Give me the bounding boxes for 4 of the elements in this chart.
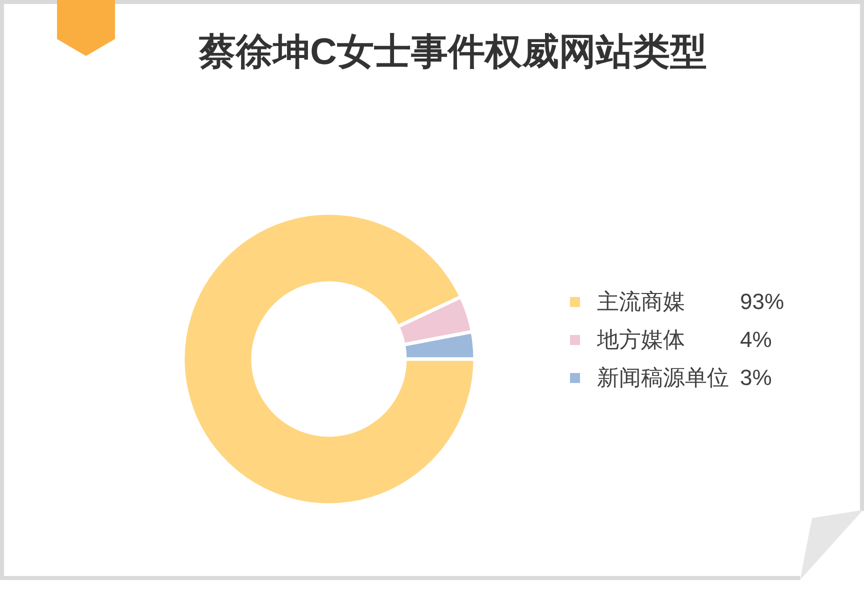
chart-title: 蔡徐坤C女士事件权威网站类型 bbox=[198, 31, 707, 72]
legend-label: 主流商媒 93% bbox=[597, 289, 784, 314]
legend-label: 地方媒体 4% bbox=[596, 327, 772, 352]
legend-label: 新闻稿源单位 3% bbox=[597, 365, 772, 390]
